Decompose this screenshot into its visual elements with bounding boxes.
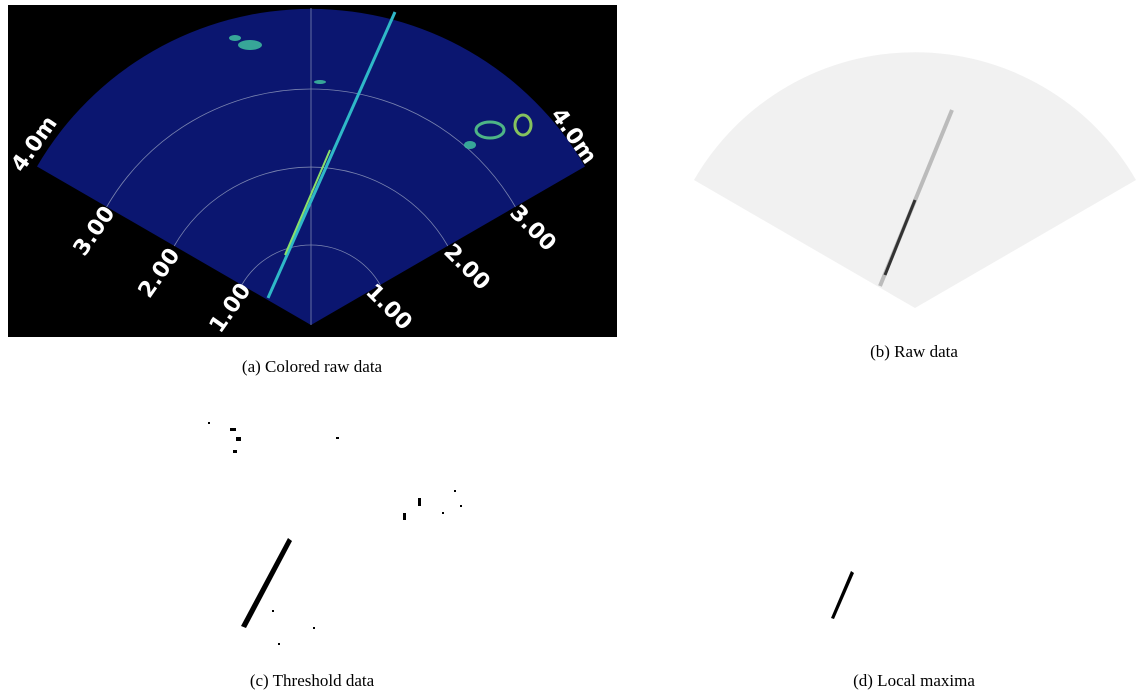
caption: (a) Colored raw data bbox=[242, 357, 383, 376]
panel-d: (d) Local maxima bbox=[831, 571, 975, 690]
caption: (b) Raw data bbox=[870, 342, 958, 361]
panel-a: 4.0m 3.00 2.00 1.00 4.0m 3.00 2.00 1.00 … bbox=[7, 5, 617, 376]
threshold-pixels bbox=[208, 422, 462, 645]
panel-c: (c) Threshold data bbox=[208, 422, 462, 690]
panel-b: (b) Raw data bbox=[694, 52, 1136, 361]
caption: (c) Threshold data bbox=[250, 671, 375, 690]
local-maxima-pixels bbox=[831, 571, 854, 619]
figure: 4.0m 3.00 2.00 1.00 4.0m 3.00 2.00 1.00 … bbox=[0, 0, 1139, 696]
sonar-sector bbox=[694, 52, 1136, 308]
caption: (d) Local maxima bbox=[853, 671, 975, 690]
